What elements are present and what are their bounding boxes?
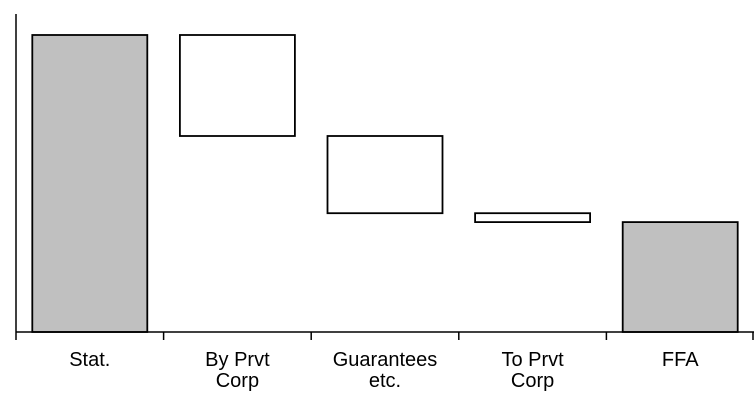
x-tick-label-1: By Prvt Corp	[205, 349, 270, 392]
labels-layer: Stat. By Prvt Corp Guarantees etc. To Prvt Cor…	[69, 349, 699, 392]
bar-2	[326, 135, 444, 215]
bar-3	[474, 212, 592, 223]
x-tick-label-0: Stat.	[69, 349, 110, 371]
x-tick-label-3: To Prvt Corp	[501, 349, 564, 392]
bar-1	[178, 34, 296, 137]
bar-4	[621, 221, 739, 333]
x-tick-label-4: FFA	[662, 349, 699, 371]
x-tick-label-2: Guarantees etc.	[333, 349, 438, 392]
bar-0	[31, 34, 149, 333]
bars-layer	[31, 34, 739, 333]
axes-layer	[15, 14, 754, 340]
